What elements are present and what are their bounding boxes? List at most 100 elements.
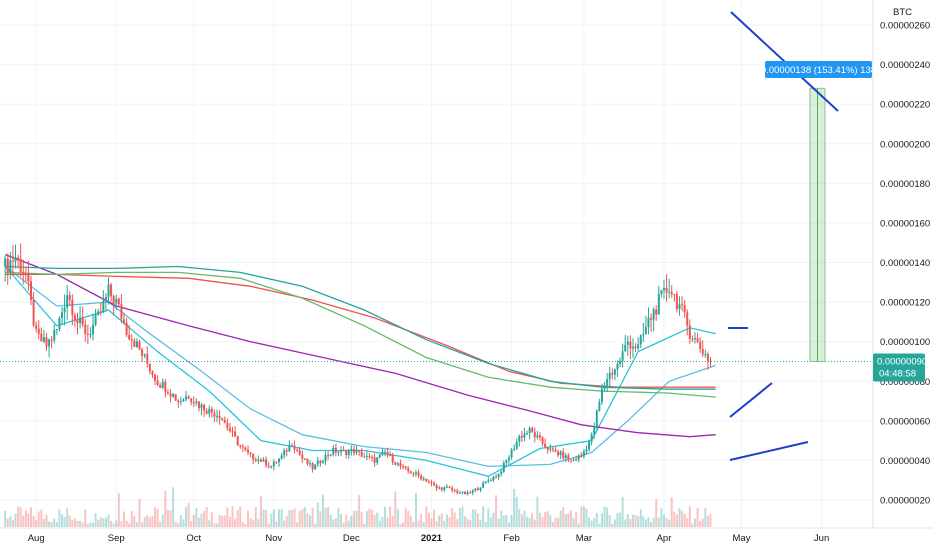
volume-bar	[404, 507, 407, 527]
volume-bar	[564, 514, 567, 527]
candle-body	[84, 324, 87, 334]
candle-body	[45, 337, 48, 347]
currency-label: BTC	[893, 7, 912, 18]
y-tick-label: 0.00000260	[880, 21, 930, 32]
candle-body	[17, 257, 20, 259]
candle-body	[396, 463, 399, 465]
candle-body	[505, 460, 508, 463]
volume-bar	[647, 517, 650, 527]
volume-bar	[464, 516, 467, 527]
volume-bar	[185, 507, 188, 527]
candle-body	[595, 410, 598, 427]
volume-bar	[528, 517, 531, 527]
volume-bar	[350, 515, 353, 527]
volume-bar	[42, 518, 45, 527]
volume-bar	[283, 520, 286, 527]
volume-bar	[554, 517, 557, 527]
moving-average-line	[4, 266, 716, 477]
candle-body	[247, 449, 250, 453]
candle-body	[639, 335, 642, 345]
candle-body	[453, 490, 456, 492]
candle-body	[693, 338, 696, 340]
candle-body	[228, 427, 231, 432]
volume-bar	[495, 495, 498, 527]
volume-bar	[182, 519, 185, 527]
volume-bar	[577, 523, 580, 527]
y-tick-label: 0.00000100	[880, 337, 930, 348]
volume-bar	[252, 520, 255, 527]
volume-bar	[484, 521, 487, 527]
candle-body	[218, 415, 221, 419]
candle-body	[321, 461, 324, 464]
volume-bar	[110, 520, 113, 527]
volume-bar	[120, 521, 123, 527]
volume-bar	[223, 515, 226, 527]
candle-body	[254, 459, 257, 461]
candle-body	[402, 466, 405, 468]
trend-line-up[interactable]	[729, 382, 773, 418]
candle-body	[252, 453, 255, 460]
volume-bar	[505, 515, 508, 527]
candle-body	[471, 490, 474, 493]
candle-body	[670, 291, 673, 295]
volume-bar	[673, 511, 676, 527]
volume-bar	[17, 506, 20, 527]
volume-bar	[389, 506, 392, 527]
candle-body	[182, 399, 185, 402]
candle-body	[611, 373, 614, 375]
trend-line-support[interactable]	[729, 441, 809, 461]
candle-body	[580, 456, 583, 458]
candle-body	[112, 296, 115, 304]
candle-body	[417, 472, 420, 476]
x-tick-label: Dec	[343, 533, 360, 544]
volume-bar	[678, 507, 681, 527]
candle-body	[497, 473, 500, 478]
candle-body	[425, 478, 428, 482]
candle-body	[616, 363, 619, 370]
volume-bar	[81, 522, 84, 527]
volume-bar	[363, 523, 366, 527]
volume-bar	[148, 517, 151, 527]
volume-bar	[208, 520, 211, 527]
volume-bar	[598, 523, 601, 527]
candle-body	[104, 296, 107, 301]
volume-bar	[476, 513, 479, 527]
volume-bar	[469, 520, 472, 527]
volume-bar	[644, 519, 647, 527]
volume-bar	[94, 513, 97, 527]
candle-body	[79, 317, 82, 324]
grid	[0, 0, 873, 528]
candle-body	[660, 290, 663, 294]
candle-body	[117, 298, 120, 305]
candle-body	[381, 451, 384, 455]
volume-bar	[603, 506, 606, 527]
volume-bar	[19, 507, 22, 527]
candle-body	[391, 455, 394, 463]
volume-bar	[213, 523, 216, 527]
time-axis: Aug Sep Oct Nov Dec 2021 Feb Mar Apr May Jun	[0, 527, 932, 544]
volume-bar	[11, 520, 14, 527]
candle-body	[430, 482, 433, 484]
candle-body	[551, 448, 554, 450]
candle-body	[345, 450, 348, 455]
candle-body	[148, 363, 151, 372]
candle-body	[107, 284, 110, 297]
candle-body	[138, 341, 141, 350]
candle-body	[221, 418, 224, 420]
volume-bar	[135, 522, 138, 527]
candle-body	[634, 346, 637, 349]
candle-body	[479, 487, 482, 490]
candle-body	[324, 455, 327, 462]
candle-body	[603, 385, 606, 389]
candle-body	[213, 412, 216, 417]
candle-body	[285, 450, 288, 452]
volume-bar	[407, 511, 410, 527]
candle-body	[383, 451, 386, 453]
volume-bar	[280, 509, 283, 527]
volume-bar	[551, 521, 554, 527]
candle-body	[642, 334, 645, 336]
volume-bar	[675, 514, 678, 527]
volume-bar	[179, 515, 182, 527]
